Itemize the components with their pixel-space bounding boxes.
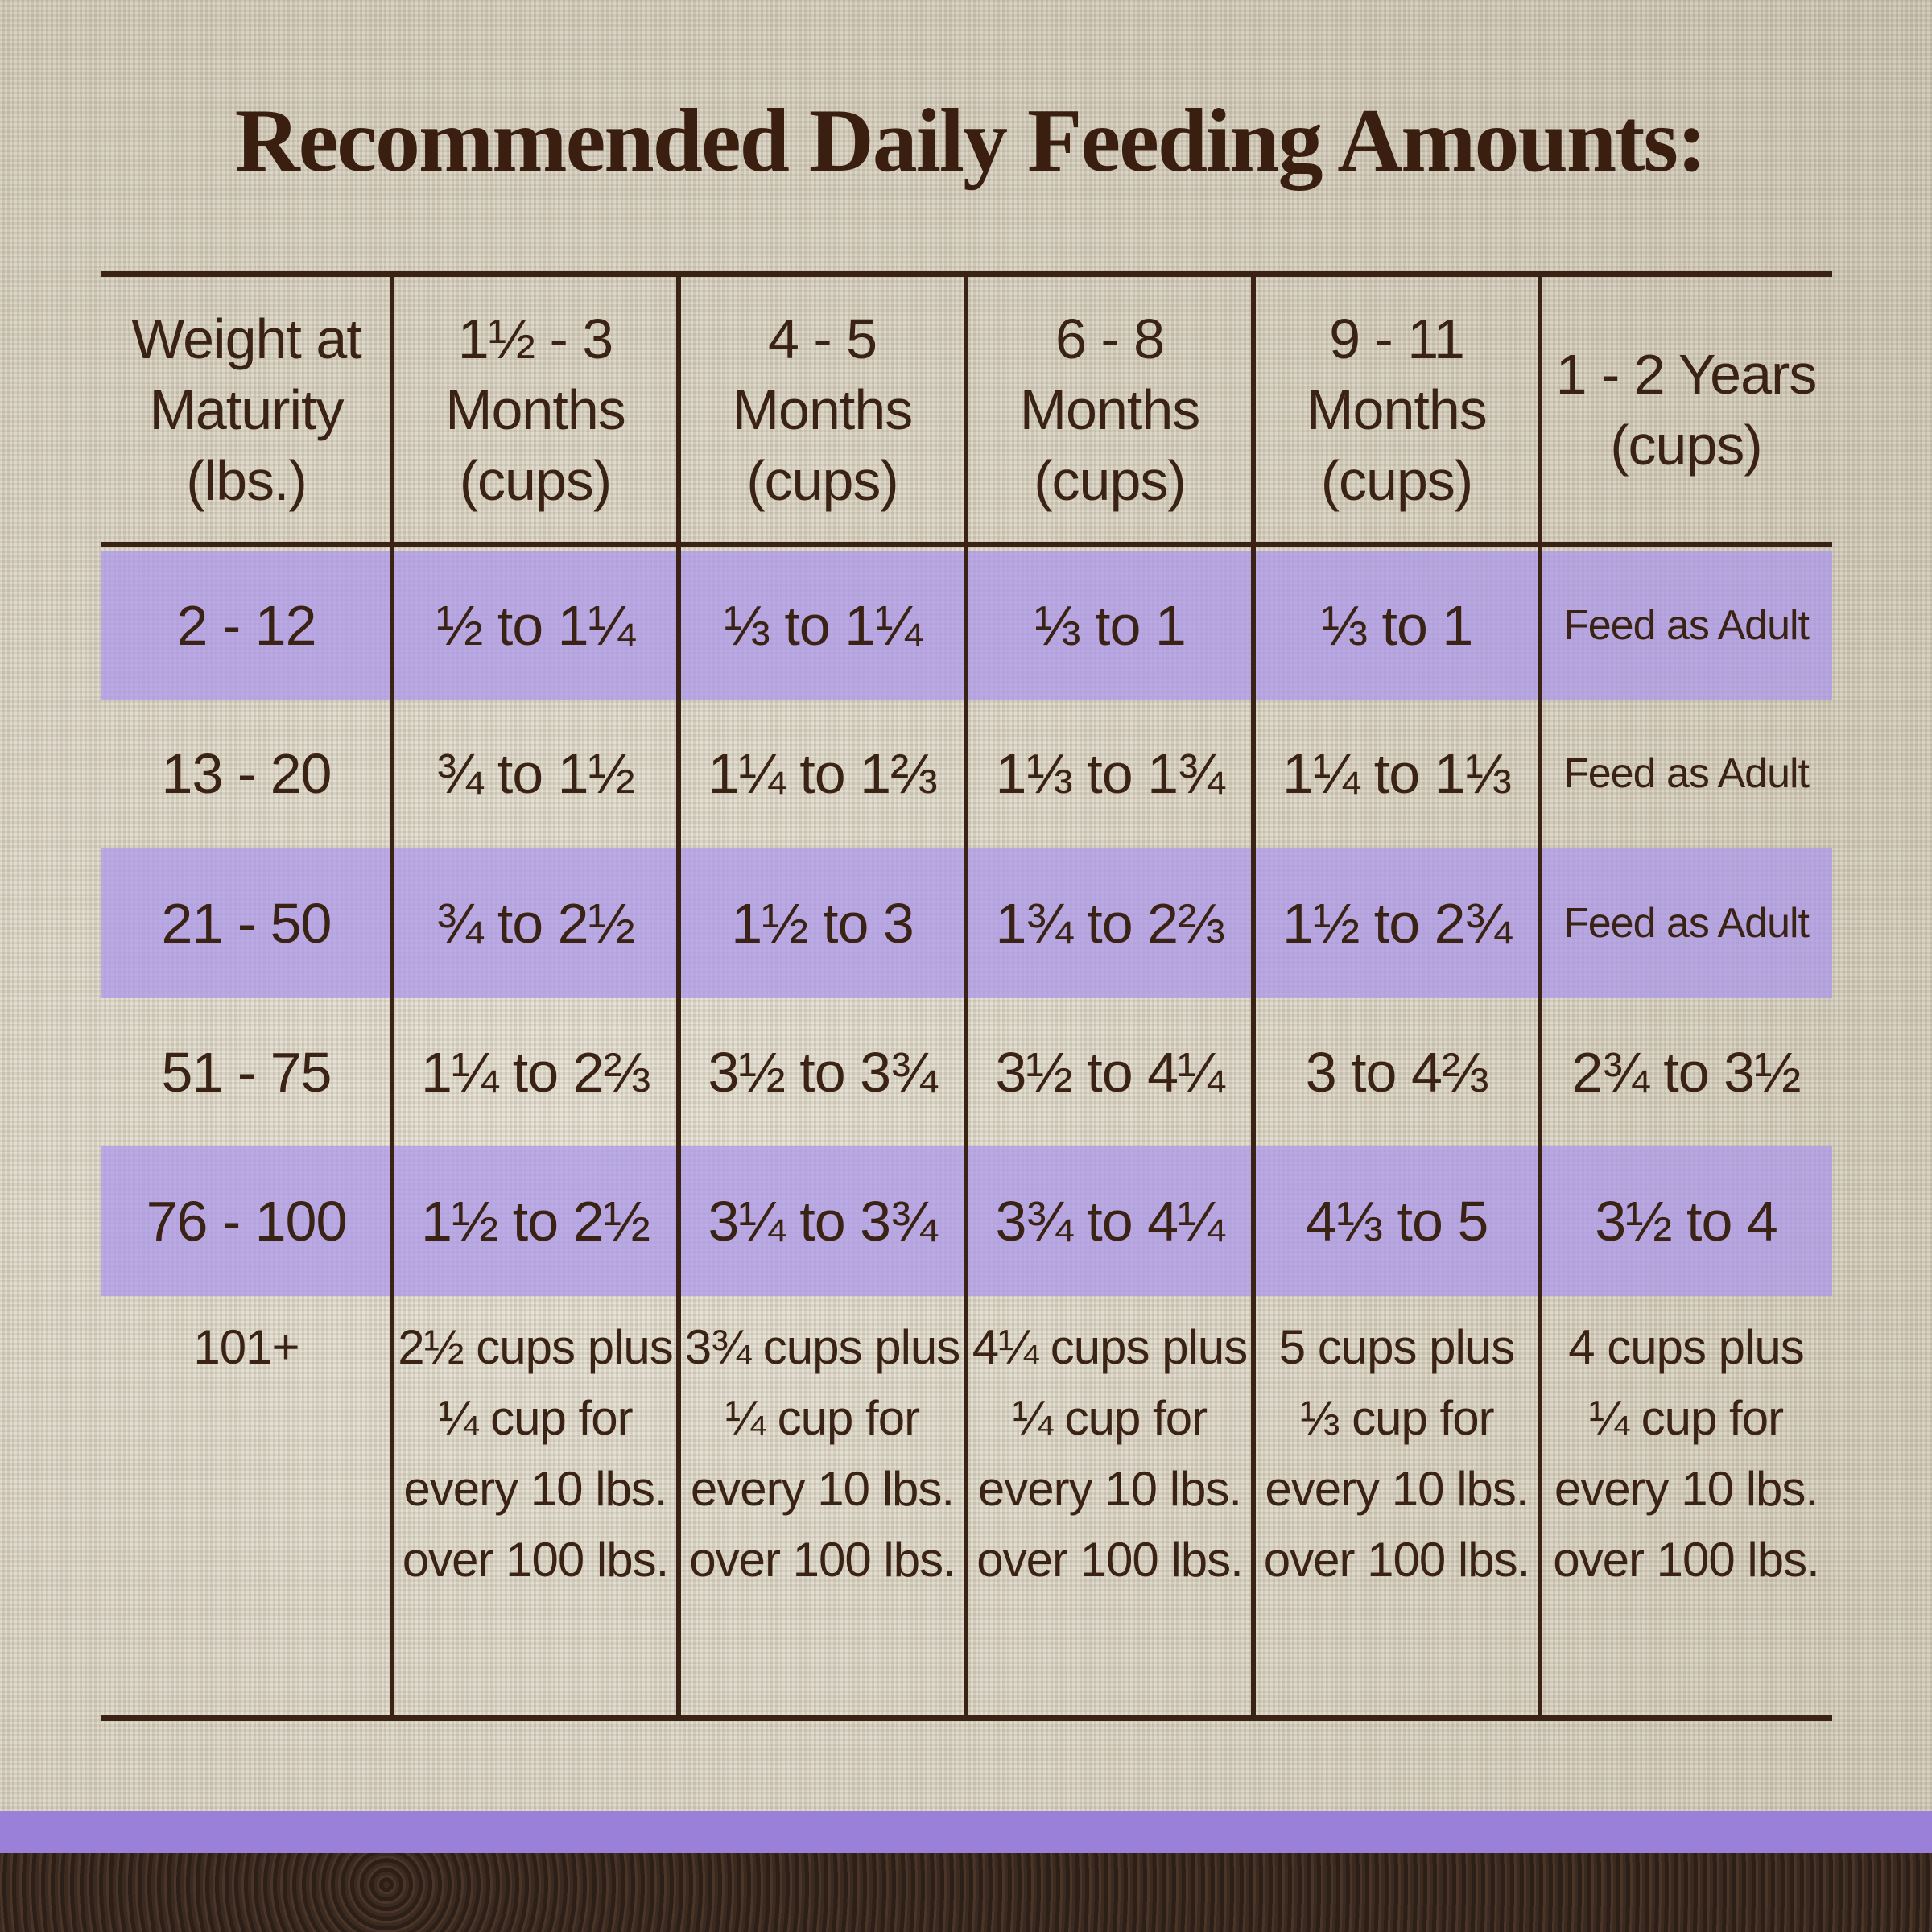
- column-header: 1½ - 3 Months (cups): [445, 307, 626, 512]
- amount-cell: 2¾ to 3½: [1571, 1040, 1802, 1104]
- weight-cell: 101+: [193, 1320, 299, 1374]
- bottom-purple-strip: [0, 1811, 1932, 1853]
- column-divider: [676, 271, 681, 1721]
- column-header: 9 - 11 Months (cups): [1307, 307, 1488, 512]
- column-divider: [964, 271, 968, 1721]
- page-title: Recommended Daily Feeding Amounts:: [234, 91, 1707, 191]
- column-header: 1 - 2 Years (cups): [1555, 342, 1818, 477]
- amount-cell: 5 cups plus ⅓ cup for every 10 lbs. over…: [1263, 1320, 1531, 1587]
- amount-cell: 1½ to 2½: [421, 1189, 650, 1253]
- amount-cell: 4 cups plus ¼ cup for every 10 lbs. over…: [1553, 1320, 1820, 1587]
- weight-cell: 13 - 20: [161, 742, 332, 805]
- soil-texture-footer: [0, 1853, 1932, 1932]
- amount-cell: Feed as Adult: [1563, 899, 1810, 947]
- amount-cell: 3¼ to 3¾: [708, 1189, 938, 1253]
- column-divider: [390, 271, 394, 1721]
- amount-cell: 3 to 4⅔: [1305, 1040, 1489, 1104]
- amount-cell: 3½ to 4: [1595, 1189, 1778, 1253]
- amount-cell: 3½ to 3¾: [708, 1040, 938, 1104]
- feeding-table: Weight at Maturity (lbs.) 1½ - 3 Months (…: [101, 271, 1832, 1721]
- amount-cell: 3¾ to 4¼: [995, 1189, 1225, 1253]
- amount-cell: ½ to 1¼: [436, 593, 635, 657]
- amount-cell: 1¼ to 1⅔: [708, 742, 938, 805]
- amount-cell: 1¼ to 2⅔: [421, 1040, 650, 1104]
- amount-cell: 2½ cups plus ¼ cup for every 10 lbs. ove…: [398, 1320, 674, 1587]
- amount-cell: 3½ to 4¼: [995, 1040, 1225, 1104]
- amount-cell: ¾ to 2½: [436, 891, 635, 955]
- amount-cell: 1¼ to 1⅓: [1282, 742, 1512, 805]
- amount-cell: 1⅓ to 1¾: [995, 742, 1225, 805]
- amount-cell: 3¾ cups plus ¼ cup for every 10 lbs. ove…: [684, 1320, 961, 1587]
- weight-cell: 2 - 12: [176, 593, 317, 657]
- column-header: 4 - 5 Months (cups): [732, 307, 914, 512]
- amount-cell: ⅓ to 1: [1320, 593, 1474, 657]
- amount-cell: 1½ to 2¾: [1282, 891, 1512, 955]
- amount-cell: ¾ to 1½: [436, 742, 635, 805]
- column-header: 6 - 8 Months (cups): [1019, 307, 1201, 512]
- column-header: Weight at Maturity (lbs.): [131, 307, 361, 512]
- amount-cell: ⅓ to 1: [1034, 593, 1187, 657]
- weight-cell: 51 - 75: [161, 1040, 332, 1104]
- amount-cell: 4¼ cups plus ¼ cup for every 10 lbs. ove…: [972, 1320, 1249, 1587]
- amount-cell: ⅓ to 1¼: [723, 593, 923, 657]
- amount-cell: Feed as Adult: [1563, 601, 1810, 649]
- amount-cell: 1½ to 3: [731, 891, 914, 955]
- column-divider: [1251, 271, 1256, 1721]
- column-divider: [1538, 271, 1542, 1721]
- amount-cell: Feed as Adult: [1563, 750, 1810, 797]
- amount-cell: 4⅓ to 5: [1305, 1189, 1489, 1253]
- weight-cell: 76 - 100: [146, 1189, 348, 1253]
- amount-cell: 1¾ to 2⅔: [995, 891, 1225, 955]
- weight-cell: 21 - 50: [161, 891, 332, 955]
